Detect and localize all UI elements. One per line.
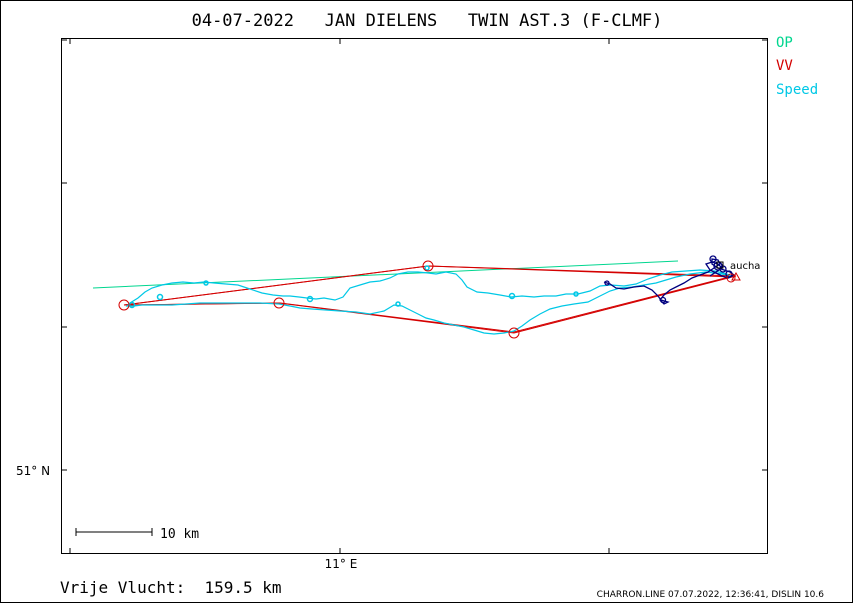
latitude-label: 51° N: [16, 464, 50, 478]
turnpoint-1: [118, 299, 130, 311]
distance-label: Vrije Vlucht: 159.5 km: [60, 578, 282, 597]
credit-label: CHARRON.LINE 07.07.2022, 12:36:41, DISLI…: [597, 590, 825, 600]
task-leg-2: [427, 265, 737, 277]
turnpoints: [118, 260, 736, 339]
turnpoint-2: [422, 260, 434, 272]
op-line: [92, 260, 679, 289]
turnpoint-4: [508, 327, 520, 339]
task-leg-4: [278, 302, 515, 334]
legend-vv: VV: [776, 58, 793, 74]
climb-track: [603, 258, 736, 305]
scale-label: 10 km: [160, 527, 199, 542]
start-triangle-icon: [731, 271, 741, 281]
legend-op: OP: [776, 35, 793, 51]
place-label: aucha: [730, 261, 760, 272]
task-leg-3: [513, 275, 737, 334]
axis-ticks: [61, 38, 768, 554]
turnpoint-5: [726, 273, 736, 283]
airfield-icon: [716, 261, 724, 269]
map-frame: [61, 38, 768, 554]
scale-bar: [75, 528, 153, 536]
flight-track: [125, 269, 732, 335]
task-leg-1: [123, 265, 429, 306]
legend-speed: Speed: [776, 82, 818, 98]
longitude-label: 11° E: [325, 557, 358, 571]
page-title: 04-07-2022 JAN DIELENS TWIN AST.3 (F-CLM…: [192, 11, 663, 31]
turnpoint-3: [273, 297, 285, 309]
